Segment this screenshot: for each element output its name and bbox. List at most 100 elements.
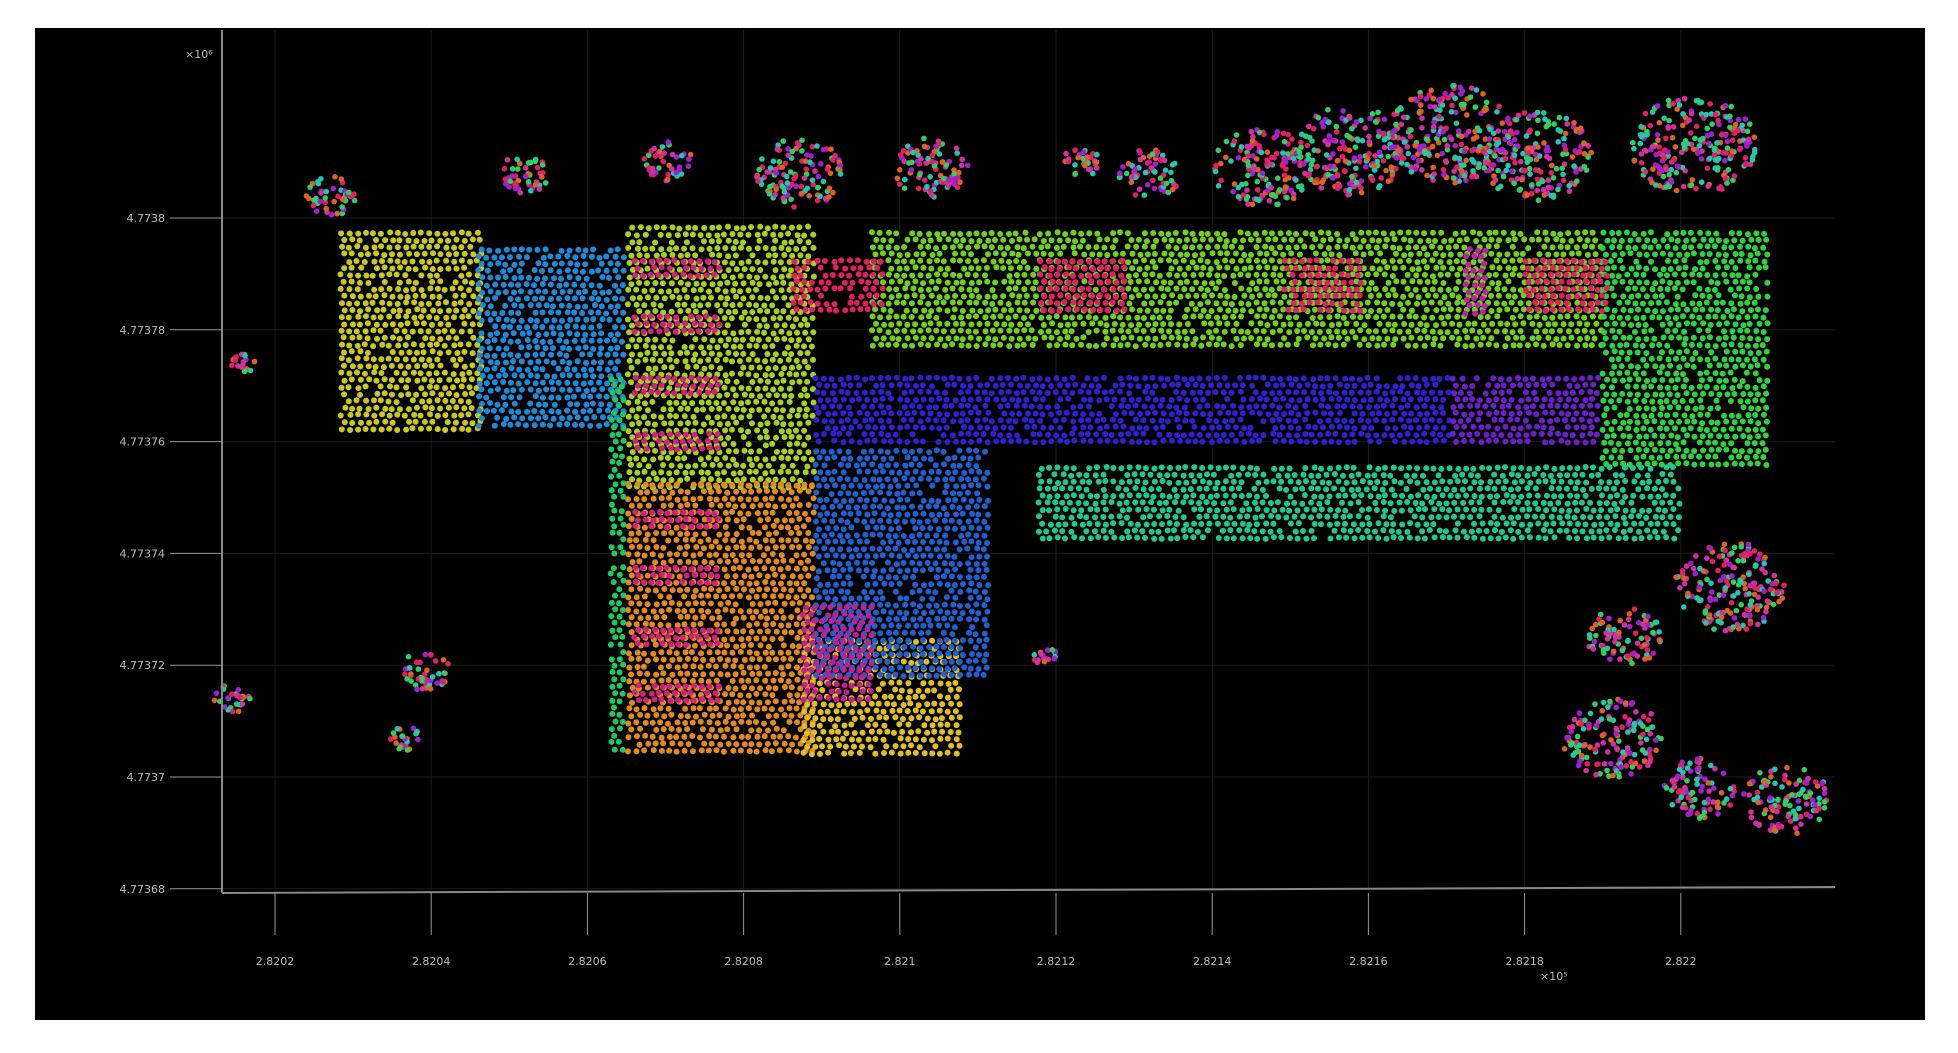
point bbox=[733, 477, 740, 484]
point bbox=[888, 566, 895, 573]
point bbox=[649, 733, 656, 740]
point bbox=[745, 677, 752, 684]
point bbox=[1110, 230, 1117, 237]
point bbox=[847, 566, 854, 573]
point bbox=[863, 594, 870, 601]
point bbox=[706, 344, 713, 351]
point bbox=[491, 422, 498, 429]
point bbox=[877, 630, 884, 637]
point bbox=[1007, 265, 1014, 272]
point bbox=[704, 469, 711, 476]
point bbox=[873, 707, 880, 714]
point bbox=[845, 504, 852, 511]
point bbox=[451, 314, 457, 321]
point bbox=[820, 701, 827, 708]
point bbox=[749, 670, 756, 677]
point bbox=[722, 245, 729, 251]
point bbox=[1490, 431, 1497, 438]
point bbox=[880, 708, 887, 715]
point bbox=[418, 385, 425, 392]
point bbox=[500, 337, 507, 344]
point bbox=[445, 307, 452, 314]
point bbox=[515, 282, 522, 288]
point bbox=[1319, 424, 1326, 431]
point bbox=[1341, 403, 1348, 410]
point bbox=[701, 711, 708, 718]
point bbox=[692, 614, 699, 621]
point bbox=[796, 364, 803, 370]
point bbox=[901, 547, 908, 553]
point bbox=[393, 399, 400, 406]
point bbox=[913, 383, 919, 389]
point bbox=[831, 410, 838, 417]
point bbox=[756, 544, 763, 550]
point bbox=[757, 502, 764, 509]
point bbox=[532, 295, 538, 302]
point bbox=[358, 419, 364, 426]
point bbox=[507, 338, 514, 345]
point bbox=[1507, 416, 1514, 423]
point bbox=[526, 344, 533, 350]
point bbox=[657, 302, 664, 309]
point bbox=[385, 398, 392, 405]
point bbox=[459, 425, 466, 432]
point bbox=[937, 721, 944, 728]
point bbox=[665, 481, 672, 488]
point bbox=[650, 413, 657, 420]
point bbox=[768, 706, 775, 713]
point bbox=[928, 468, 935, 475]
point bbox=[805, 544, 812, 551]
point bbox=[1117, 375, 1124, 382]
point bbox=[1192, 410, 1199, 417]
point bbox=[738, 552, 745, 559]
point bbox=[1545, 251, 1552, 258]
point bbox=[780, 614, 787, 621]
point bbox=[1417, 396, 1424, 403]
point bbox=[746, 456, 753, 463]
point bbox=[1573, 410, 1580, 417]
point bbox=[772, 670, 779, 676]
point bbox=[713, 357, 720, 364]
point bbox=[345, 384, 352, 391]
point bbox=[442, 230, 449, 237]
point bbox=[1365, 243, 1372, 250]
point bbox=[968, 482, 974, 489]
point bbox=[633, 608, 640, 615]
point bbox=[1440, 252, 1447, 259]
point bbox=[701, 365, 708, 372]
point bbox=[395, 342, 402, 349]
point bbox=[817, 750, 823, 757]
point bbox=[451, 258, 458, 265]
point bbox=[582, 247, 589, 254]
point bbox=[976, 468, 983, 475]
point bbox=[1461, 244, 1468, 251]
point bbox=[641, 747, 648, 754]
point bbox=[666, 594, 673, 601]
point bbox=[997, 432, 1004, 439]
point bbox=[813, 404, 820, 411]
point bbox=[780, 463, 787, 470]
point bbox=[381, 252, 388, 259]
point bbox=[1044, 390, 1051, 396]
point bbox=[1029, 376, 1036, 383]
point bbox=[1582, 381, 1589, 388]
point bbox=[745, 594, 752, 601]
point bbox=[853, 374, 860, 381]
point bbox=[1389, 389, 1396, 395]
point bbox=[884, 601, 891, 608]
point bbox=[724, 628, 731, 635]
point bbox=[417, 412, 424, 419]
point bbox=[869, 229, 875, 236]
point bbox=[377, 397, 384, 404]
point bbox=[490, 407, 497, 414]
point bbox=[354, 342, 361, 349]
point bbox=[429, 335, 436, 342]
point bbox=[948, 573, 955, 580]
point bbox=[459, 371, 466, 378]
point bbox=[410, 286, 417, 292]
point bbox=[445, 265, 452, 272]
point bbox=[847, 382, 854, 389]
point bbox=[673, 734, 680, 740]
point bbox=[1261, 258, 1268, 265]
point bbox=[478, 415, 485, 422]
